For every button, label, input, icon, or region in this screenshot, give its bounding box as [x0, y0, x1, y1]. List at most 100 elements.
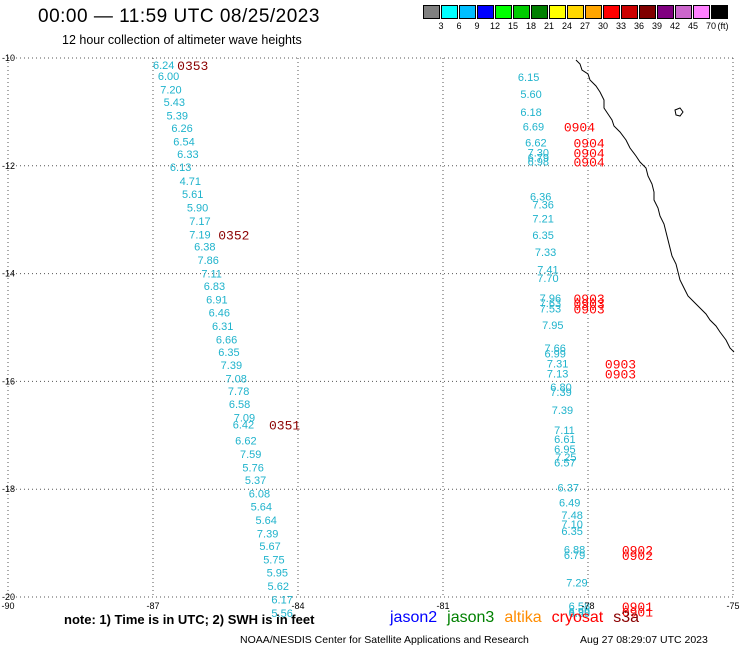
latitude-tick-label: -14 — [2, 269, 15, 279]
longitude-tick-label: -90 — [1, 601, 14, 611]
wave-height-value: 6.46 — [209, 307, 230, 319]
latitude-labels: -10 -12 -14 -16 -18 -20 — [2, 53, 15, 602]
colorbar-labels: 3 6 9 12 15 18 21 24 27 30 33 36 39 42 45 70 (ft) — [423, 21, 740, 33]
colorbar-swatch — [675, 5, 692, 19]
longitude-tick-label: -75 — [726, 601, 739, 611]
wave-height-value: 7.39 — [550, 387, 571, 399]
wave-height-value: 6.79 — [564, 550, 585, 562]
south-america-coastline — [575, 59, 735, 353]
wave-height-value: 7.33 — [535, 247, 556, 259]
pass-time-label: 0901 — [622, 606, 653, 621]
wave-height-value: 6.80 — [550, 382, 571, 394]
latitude-tick-label: -18 — [2, 484, 15, 494]
wave-height-value: 6.58 — [569, 601, 590, 613]
pass-time-label: 0904 — [574, 155, 605, 170]
wave-height-value: 6.88 — [564, 545, 585, 557]
wave-height-value: 5.60 — [520, 89, 541, 101]
wave-height-value: 7.36 — [532, 200, 553, 212]
colorbar-swatch — [459, 5, 476, 19]
mission-label-jason2: jason2 — [390, 609, 438, 626]
wave-height-value: 5.56 — [271, 608, 292, 620]
colorbar-swatch — [531, 5, 548, 19]
wave-height-value: 6.00 — [158, 71, 179, 83]
pass-time-label: 0904 — [564, 120, 595, 135]
colorbar-label: 30 — [597, 21, 609, 31]
wave-height-value: 6.35 — [532, 230, 553, 242]
latitude-tick-label: -20 — [2, 592, 15, 602]
wave-height-value: 6.79 — [528, 153, 549, 165]
mission-label-cryosat: cryosat — [551, 609, 604, 626]
wave-height-value: 7.39 — [221, 360, 242, 372]
wave-height-value: 6.62 — [235, 436, 256, 448]
latitude-tick-label: -16 — [2, 376, 15, 386]
wave-height-value: 5.64 — [251, 501, 272, 513]
wave-height-value: 7.29 — [566, 577, 587, 589]
pass-time-label: 0904 — [574, 137, 605, 152]
wave-height-value: 5.90 — [187, 202, 208, 214]
pass-time-label: 0904 — [574, 146, 605, 161]
wave-height-value: 6.42 — [233, 420, 254, 432]
wave-height-value: 7.96 — [540, 293, 561, 305]
colorbar-label: 6 — [456, 21, 462, 31]
colorbar-swatch — [603, 5, 620, 19]
page-title: 00:00 — 11:59 UTC 08/25/2023 — [38, 6, 320, 27]
note-text: note: 1) Time is in UTC; 2) SWH is in fe… — [64, 612, 315, 627]
coastal-island — [674, 107, 684, 117]
colorbar-swatch — [513, 5, 530, 19]
wave-height-value: 5.64 — [255, 515, 276, 527]
wave-height-value: 6.15 — [518, 72, 539, 84]
wave-height-value: 6.95 — [554, 444, 575, 456]
graticule — [7, 57, 734, 598]
colorbar — [423, 5, 729, 19]
wave-height-value: 6.31 — [212, 321, 233, 333]
colorbar-label: 39 — [651, 21, 663, 31]
colorbar-label: 27 — [579, 21, 591, 31]
right-track-values: 6.155.606.186.696.627.306.796.986.367.36… — [518, 72, 590, 620]
colorbar-label: 21 — [543, 21, 555, 31]
wave-height-value: 5.76 — [242, 463, 263, 475]
wave-height-value: 7.39 — [552, 405, 573, 417]
wave-height-value: 6.99 — [545, 348, 566, 360]
wave-height-value: 5.75 — [263, 554, 284, 566]
wave-height-value: 6.54 — [173, 137, 194, 149]
wave-height-value: 7.10 — [561, 519, 582, 531]
pass-time-label: 0903 — [605, 367, 636, 382]
longitude-tick-label: -81 — [436, 601, 449, 611]
wave-height-value: 7.30 — [528, 147, 549, 159]
wave-height-value: 7.63 — [540, 298, 561, 310]
wave-height-value: 7.09 — [234, 413, 255, 425]
wave-height-value: 5.61 — [182, 189, 203, 201]
colorbar-swatch — [621, 5, 638, 19]
wave-height-value: 6.57 — [554, 457, 575, 469]
wave-height-value: 6.91 — [206, 294, 227, 306]
colorbar-swatch — [693, 5, 710, 19]
wave-height-value: 7.59 — [240, 449, 261, 461]
wave-height-value: 6.26 — [171, 123, 192, 135]
left-track-values: 6.246.007.205.43 5.396.26 6.546.336.13 4.71… — [153, 60, 293, 620]
wave-height-value: 5.39 — [167, 111, 188, 123]
colorbar-swatch — [423, 5, 440, 19]
pass-time-label: 0902 — [622, 544, 653, 559]
wave-height-value: 7.39 — [257, 528, 278, 540]
wave-height-value: 7.31 — [547, 359, 568, 371]
right-track-times: 0904090409040904090309030903090309030902… — [564, 120, 653, 620]
wave-height-value: 6.08 — [249, 489, 270, 501]
colorbar-label: 42 — [669, 21, 681, 31]
colorbar-swatch — [477, 5, 494, 19]
colorbar-label: 18 — [525, 21, 537, 31]
wave-height-value: 5.37 — [245, 475, 266, 487]
wave-height-value: 7.08 — [226, 374, 247, 386]
mission-legend: jason2 jason3 altika cryosat s3a — [390, 609, 649, 627]
colorbar-swatch — [441, 5, 458, 19]
wave-height-value: 6.69 — [523, 121, 544, 133]
wave-height-value: 5.62 — [268, 581, 289, 593]
colorbar-swatch — [549, 5, 566, 19]
longitude-tick-label: -78 — [581, 601, 594, 611]
colorbar-swatch — [711, 5, 728, 19]
colorbar-swatch — [585, 5, 602, 19]
page-subtitle: 12 hour collection of altimeter wave hei… — [62, 33, 302, 47]
colorbar-label: 9 — [474, 21, 480, 31]
wave-height-value: 6.18 — [520, 107, 541, 119]
wave-height-value: 6.35 — [218, 347, 239, 359]
